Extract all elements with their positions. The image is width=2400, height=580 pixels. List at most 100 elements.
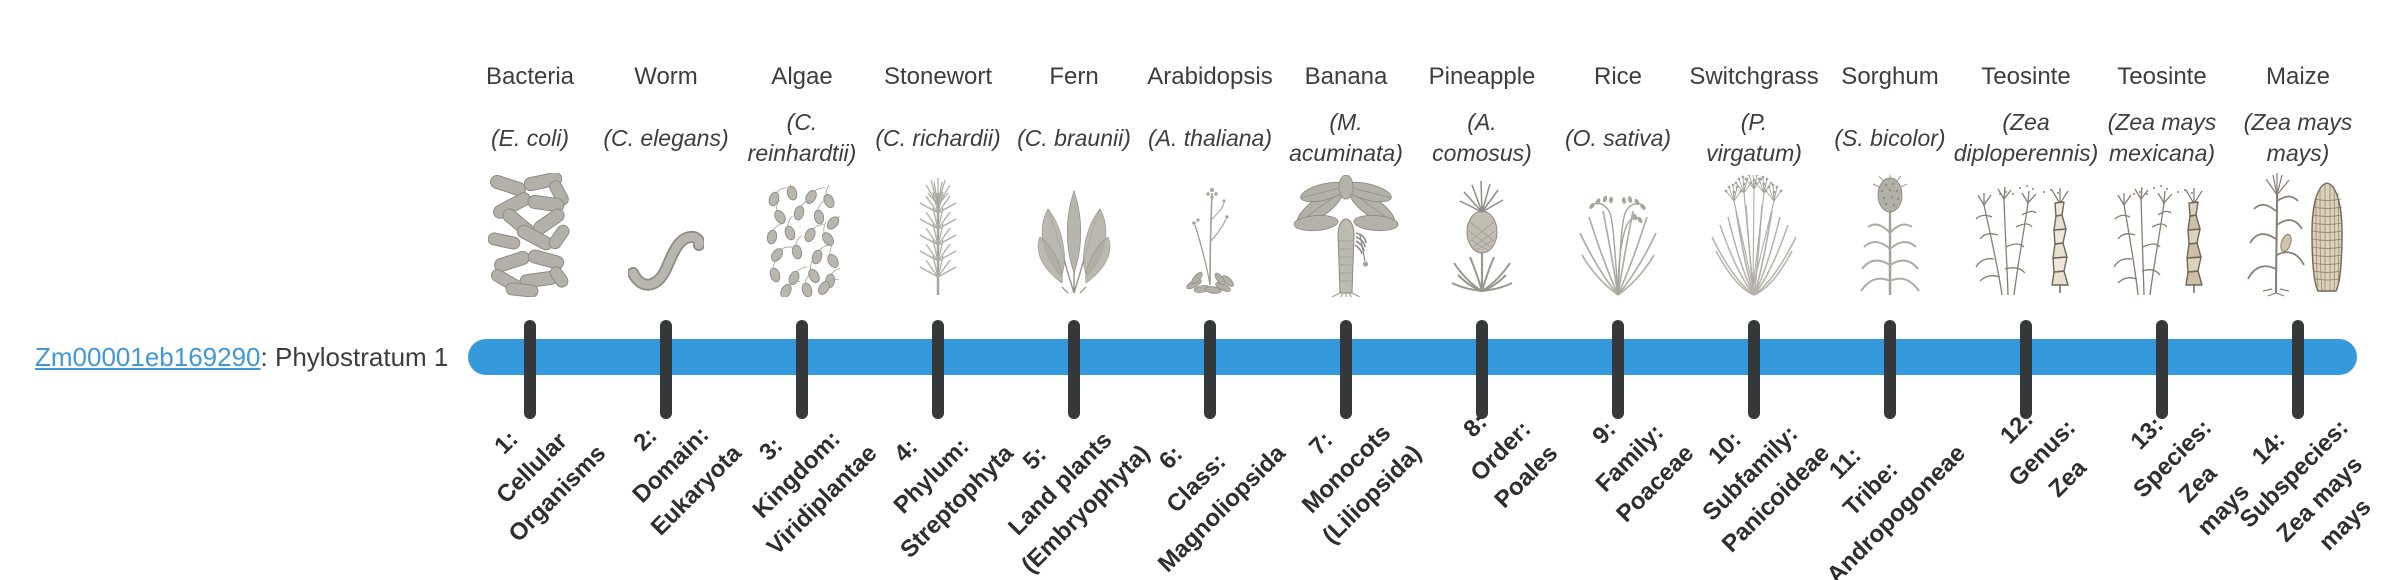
timeline-tick xyxy=(660,320,672,419)
rice-icon xyxy=(1574,179,1662,302)
organism-sci-line: (P. xyxy=(1740,109,1768,135)
organism-illustration xyxy=(1679,168,1829,302)
timeline-tick xyxy=(1476,320,1488,419)
organism-sci-line: acuminata) xyxy=(1289,140,1403,166)
organism-name: Worm xyxy=(634,63,698,90)
teosinte-diplo-icon xyxy=(1970,175,2082,302)
organism-sci-line: (C. braunii) xyxy=(1017,124,1131,151)
organism-sci-line: virgatum) xyxy=(1706,140,1802,166)
organism-name: Bacteria xyxy=(485,63,575,90)
teosinte-mex-icon xyxy=(2110,175,2214,302)
organism-name: Arabidopsis xyxy=(1147,63,1273,90)
worm-icon xyxy=(627,197,706,302)
timeline-tick xyxy=(1748,320,1760,419)
organism-illustration xyxy=(727,168,877,302)
organism-sci-name: (A. thaliana) xyxy=(1148,104,1272,172)
timeline-tick xyxy=(524,320,536,419)
organism-name: Pineapple xyxy=(1428,63,1536,90)
organism-name: Maize xyxy=(2265,63,2331,90)
timeline-tick xyxy=(2292,320,2304,419)
stratum-label: 2: Domain: Eukaryota xyxy=(592,386,750,544)
stonewort-icon xyxy=(916,175,960,302)
organism-sci-name: (P. virgatum) xyxy=(1706,104,1802,172)
stratum-label: 6: Class: Magnoliopsida xyxy=(1099,386,1294,580)
organism-illustration xyxy=(1407,168,1557,302)
organism-illustration xyxy=(591,168,741,302)
organism-name: Fern xyxy=(1049,63,1099,90)
organism-sci-name: (E. coli) xyxy=(491,104,569,172)
timeline-tick xyxy=(1884,320,1896,419)
timeline-tick xyxy=(2156,320,2168,419)
organism-sci-line: (Zea mays xyxy=(2243,109,2353,135)
organism-sci-line: (C. elegans) xyxy=(603,124,729,151)
organism-sci-name: (M. acuminata) xyxy=(1289,104,1403,172)
organism-sci-name: (C. richardii) xyxy=(875,104,1000,172)
gene-stratum-text: : Phylostratum 1 xyxy=(260,341,449,372)
organism-sci-name: (Zea mays mexicana) xyxy=(2108,104,2217,172)
pineapple-icon xyxy=(1450,179,1514,302)
timeline-tick xyxy=(1340,320,1352,419)
organism-name: Banana xyxy=(1304,63,1388,90)
organism-sci-name: (Zea diploperennis) xyxy=(1954,104,2098,172)
organism-name: Stonewort xyxy=(883,63,993,90)
timeline-tick xyxy=(796,320,808,419)
maize-icon xyxy=(2246,171,2350,302)
organism-sci-line: (C. richardii) xyxy=(875,124,1001,151)
organism-illustration xyxy=(1543,168,1693,302)
arabidopsis-icon xyxy=(1182,179,1238,302)
timeline-tick xyxy=(1068,320,1080,419)
organism-name: Teosinte xyxy=(1981,63,2071,90)
banana-icon xyxy=(1290,174,1402,302)
stratum-label: 8: Order: Poales xyxy=(1435,386,1566,517)
switchgrass-icon xyxy=(1708,171,1800,302)
organism-illustration xyxy=(2087,168,2237,302)
organism-illustration xyxy=(1135,168,1285,302)
organism-sci-line: (Zea xyxy=(2002,109,2050,135)
organism-sci-name: (C. elegans) xyxy=(603,104,728,172)
organism-sci-name: (O. sativa) xyxy=(1565,104,1671,172)
organism-name: Teosinte xyxy=(2117,63,2207,90)
organism-sci-line: (S. bicolor) xyxy=(1834,124,1946,151)
organism-sci-line: diploperennis) xyxy=(1953,140,2099,166)
timeline-tick xyxy=(932,320,944,419)
timeline-bar xyxy=(468,339,2357,375)
organism-sci-name: (S. bicolor) xyxy=(1834,104,1945,172)
organism-sci-name: (C. reinhardtii) xyxy=(748,104,857,172)
stratum-label: 1: Cellular Organisms xyxy=(449,386,614,551)
timeline-tick xyxy=(2020,320,2032,419)
stratum-label: 12: Genus: Zea xyxy=(1976,386,2111,521)
organism-illustration xyxy=(2223,168,2373,302)
organism-sci-line: mexicana) xyxy=(2108,140,2216,166)
organism-illustration xyxy=(999,168,1149,302)
organism-illustration xyxy=(1815,168,1965,302)
organism-sci-name: (C. braunii) xyxy=(1017,104,1131,172)
timeline-tick xyxy=(1204,320,1216,419)
stratum-label: 14: Subspecies: Zea mays mays xyxy=(2206,386,2400,580)
gene-link[interactable]: Zm00001eb169290 xyxy=(35,341,261,372)
timeline-tick xyxy=(1612,320,1624,419)
organism-sci-line: comosus) xyxy=(1432,140,1532,166)
organism-name: Sorghum xyxy=(1841,63,1939,90)
organism-sci-line: (M. xyxy=(1329,109,1363,135)
gene-label: Zm00001eb169290: Phylostratum 1 xyxy=(35,339,448,375)
organism-name: Rice xyxy=(1593,63,1643,90)
fern-icon xyxy=(1028,175,1120,302)
organism-illustration xyxy=(863,168,1013,302)
algae-icon xyxy=(764,176,849,302)
organism-sci-line: (Zea mays xyxy=(2107,109,2217,135)
stratum-label: 7: Monocots (Liliopsida) xyxy=(1263,386,1430,553)
organism-sci-name: (Zea mays mays) xyxy=(2244,104,2353,172)
organism-name: Algae xyxy=(771,63,833,90)
organism-sci-name: (A. comosus) xyxy=(1432,104,1532,172)
organism-sci-line: reinhardtii) xyxy=(747,140,857,166)
organism-sci-line: (O. sativa) xyxy=(1564,124,1672,151)
organism-sci-line: (E. coli) xyxy=(491,124,569,151)
organism-sci-line: mays) xyxy=(2266,140,2330,166)
sorghum-icon xyxy=(1859,175,1921,302)
organism-name: Switchgrass xyxy=(1689,63,1819,90)
organism-illustration xyxy=(1271,168,1421,302)
stratum-label: 9: Family: Poaceae xyxy=(1557,386,1702,531)
organism-sci-line: (A. xyxy=(1467,109,1497,135)
organism-sci-line: (A. thaliana) xyxy=(1147,124,1273,151)
